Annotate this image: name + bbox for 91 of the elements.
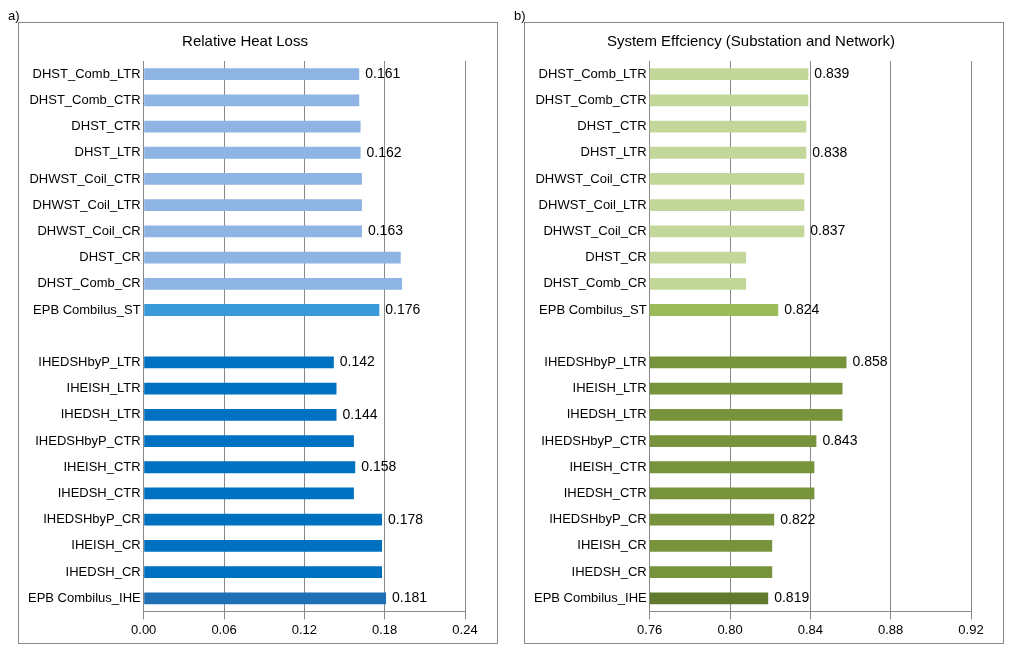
data-label: 0.163 xyxy=(367,222,404,239)
y-tick-label: IHEDSH_LTR xyxy=(566,406,647,422)
y-tick-label: DHST_CR xyxy=(585,249,647,265)
y-tick-label: IHEDSH_CR xyxy=(65,563,141,579)
data-label: 0.819 xyxy=(774,589,810,606)
bar xyxy=(144,94,360,107)
y-tick-label: IHEISH_LTR xyxy=(572,380,647,396)
bar xyxy=(144,277,403,290)
y-tick-label: DHST_Comb_CTR xyxy=(29,91,141,107)
y-tick-label: IHEISH_LTR xyxy=(66,380,141,396)
y-tick-label: IHEDSHbyP_CR xyxy=(549,511,647,527)
bar xyxy=(144,566,382,578)
x-tick-label: 0.18 xyxy=(372,621,398,637)
y-tick-label: IHEDSHbyP_CTR xyxy=(541,432,647,448)
data-label: 0.839 xyxy=(814,64,850,81)
y-tick-label: IHEISH_CR xyxy=(71,537,141,553)
y-tick-label: DHST_LTR xyxy=(580,144,647,160)
data-label: 0.144 xyxy=(342,405,378,422)
data-label: 0.824 xyxy=(784,300,820,317)
y-tick-label: DHWST_Coil_CR xyxy=(37,222,141,238)
chart-title: System Effciency (Substation and Network) xyxy=(606,32,896,50)
y-tick-label: IHEDSHbyP_LTR xyxy=(544,353,647,369)
text: a) xyxy=(8,8,20,23)
y-tick-label: IHEISH_CTR xyxy=(63,458,141,474)
bar xyxy=(144,487,354,500)
y-tick-label: IHEDSHbyP_CTR xyxy=(35,432,141,448)
y-tick-label: DHST_CTR xyxy=(577,118,647,134)
bar xyxy=(144,199,362,212)
data-label: 0.178 xyxy=(388,510,424,527)
chart-title: Relative Heat Loss xyxy=(182,32,308,50)
y-tick-label: DHWST_Coil_CTR xyxy=(535,170,647,186)
x-tick-label: 0.76 xyxy=(637,621,663,637)
x-tick-label: 0.12 xyxy=(291,621,318,637)
y-tick-label: IHEDSHbyP_CR xyxy=(43,511,141,527)
bar xyxy=(144,539,382,552)
y-tick-label: EPB Combilus_ST xyxy=(539,301,647,317)
x-tick-label: 0.80 xyxy=(717,621,743,637)
data-label: 0.822 xyxy=(780,510,816,527)
bar xyxy=(144,225,362,238)
bar xyxy=(144,356,334,369)
bar xyxy=(144,408,337,421)
y-tick-label: IHEDSHbyP_LTR xyxy=(38,353,141,369)
bar xyxy=(144,435,354,447)
y-tick-label: DHST_Comb_CR xyxy=(37,275,141,291)
x-tick-label: 0.92 xyxy=(958,621,984,637)
data-label: 0.176 xyxy=(385,300,421,317)
bar xyxy=(144,68,360,80)
y-tick-label: DHWST_Coil_LTR xyxy=(538,196,647,212)
data-label: 0.162 xyxy=(366,143,402,160)
bar xyxy=(144,382,337,395)
data-label: 0.843 xyxy=(822,431,858,448)
data-label: 0.858 xyxy=(852,353,888,370)
y-tick-label: DHST_LTR xyxy=(74,144,141,160)
y-tick-label: IHEDSH_CR xyxy=(571,563,647,579)
y-tick-label: DHST_Comb_LTR xyxy=(32,65,141,81)
data-label: 0.158 xyxy=(361,458,397,475)
data-label: 0.837 xyxy=(810,222,846,239)
data-label: 0.161 xyxy=(365,64,401,81)
bar xyxy=(144,304,380,316)
y-tick-label: EPB Combilus_ST xyxy=(33,301,141,317)
y-tick-label: IHEDSH_CTR xyxy=(563,485,647,501)
y-tick-label: DHST_Comb_CTR xyxy=(535,91,647,107)
y-tick-label: EPB Combilus_IHE xyxy=(27,589,142,605)
x-tick-label: 0.00 xyxy=(131,621,157,637)
y-tick-label: DHST_CTR xyxy=(71,118,141,134)
bar xyxy=(144,513,382,526)
y-tick-label: EPB Combilus_IHE xyxy=(533,589,648,605)
bar xyxy=(144,173,362,185)
data-label: 0.142 xyxy=(339,353,376,370)
y-tick-label: DHST_Comb_CR xyxy=(543,275,647,291)
data-label: 0.181 xyxy=(392,589,428,606)
y-tick-label: DHWST_Coil_CTR xyxy=(29,170,141,186)
y-tick-label: DHST_Comb_LTR xyxy=(538,65,647,81)
x-tick-label: 0.88 xyxy=(878,621,904,637)
bar xyxy=(144,461,356,474)
text: b) xyxy=(514,8,526,23)
y-tick-label: IHEISH_CTR xyxy=(569,458,647,474)
x-tick-label: 0.24 xyxy=(452,621,478,637)
y-tick-label: IHEDSH_LTR xyxy=(60,406,141,422)
y-tick-label: DHST_CR xyxy=(79,249,141,265)
bar xyxy=(144,592,387,605)
data-label: 0.838 xyxy=(812,143,848,160)
x-tick-label: 0.06 xyxy=(211,621,237,637)
y-tick-label: DHWST_Coil_LTR xyxy=(32,196,141,212)
y-tick-label: IHEDSH_CTR xyxy=(57,485,141,501)
x-tick-label: 0.84 xyxy=(797,621,824,637)
bar xyxy=(144,146,361,159)
y-tick-label: IHEISH_CR xyxy=(577,537,647,553)
y-tick-label: DHWST_Coil_CR xyxy=(543,222,647,238)
bar xyxy=(144,120,361,133)
bar xyxy=(144,251,401,264)
